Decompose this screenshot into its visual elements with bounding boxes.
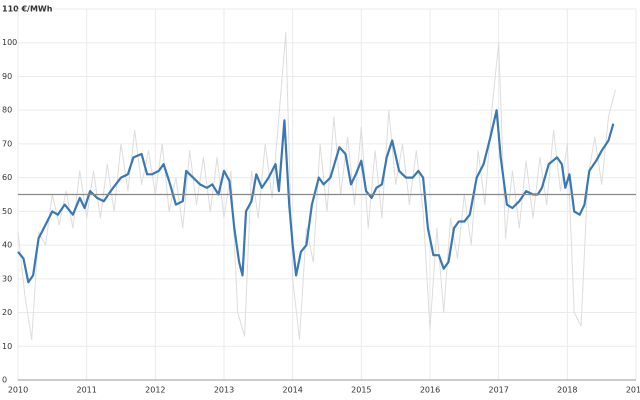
y-tick-label: 30 — [2, 274, 12, 283]
daily-price-line — [17, 32, 616, 340]
x-tick-label: 2011 — [76, 386, 96, 395]
y-tick-label: 20 — [2, 308, 12, 317]
x-tick-label: 2015 — [351, 386, 371, 395]
x-tick-label: 2016 — [420, 386, 440, 395]
smoothed-price-line — [17, 109, 615, 284]
y-tick-label: 10 — [2, 342, 12, 351]
x-tick-label: 2012 — [145, 386, 165, 395]
y-tick-label: 110 €/MWh — [2, 5, 53, 14]
y-tick-label: 60 — [2, 173, 12, 182]
y-tick-label: 50 — [2, 207, 12, 216]
y-tick-label: 100 — [2, 38, 17, 47]
x-tick-label: 2019 — [626, 386, 640, 395]
x-tick-label: 2014 — [282, 386, 302, 395]
x-tick-label: 2013 — [214, 386, 234, 395]
x-tick-label: 2010 — [8, 386, 28, 395]
y-tick-label: 80 — [2, 106, 12, 115]
y-tick-label: 90 — [2, 72, 12, 81]
x-tick-label: 2018 — [557, 386, 577, 395]
x-tick-label: 2017 — [488, 386, 508, 395]
y-tick-label: 40 — [2, 241, 12, 250]
y-tick-label: 0 — [2, 376, 7, 385]
y-tick-label: 70 — [2, 139, 12, 148]
